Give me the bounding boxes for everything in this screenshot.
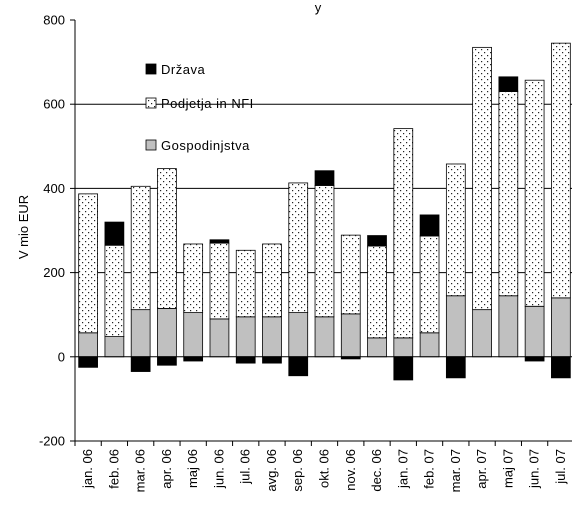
legend-swatch [145, 97, 157, 109]
bar-podjetja [419, 235, 440, 334]
bar-podjetja [445, 163, 466, 297]
x-tick-label: maj 06 [185, 449, 200, 488]
bar-drzava [393, 356, 414, 381]
bar-gospodinjstva [183, 312, 204, 358]
bar-drzava [262, 356, 282, 364]
bar-podjetja [262, 243, 282, 318]
y-axis-label: V mio EUR [16, 195, 31, 259]
y-tick-label: 400 [43, 181, 65, 196]
bar-podjetja [340, 234, 361, 315]
x-tick-label: sep. 06 [290, 449, 305, 492]
bar-podjetja [235, 249, 256, 318]
y-tick-label: 800 [43, 13, 65, 28]
x-tick-label: jul. 06 [238, 449, 253, 485]
bar-podjetja [472, 46, 492, 311]
bar-gospodinjstva [78, 332, 98, 358]
bar-drzava [209, 239, 230, 244]
bar-gospodinjstva [445, 295, 466, 358]
x-tick-label: jul. 07 [553, 449, 568, 485]
bar-gospodinjstva [157, 307, 177, 358]
x-tick-label: nov. 06 [343, 449, 358, 491]
x-tick-label: okt. 06 [317, 449, 332, 488]
axes [74, 20, 572, 442]
x-tick-label: apr. 07 [474, 449, 489, 489]
bar-drzava [551, 356, 571, 379]
bar-gospodinjstva [524, 305, 545, 358]
legend-label: Gospodinjstva [161, 138, 250, 153]
y-tick-label: -200 [39, 434, 65, 449]
bar-podjetja [498, 91, 519, 297]
bar-gospodinjstva [288, 312, 309, 358]
x-tick-label: mar. 06 [133, 449, 148, 492]
x-tick-label: avg. 06 [264, 449, 279, 492]
bar-drzava [157, 356, 177, 366]
y-tick-label: 600 [43, 97, 65, 112]
x-tick-label: jun. 06 [211, 449, 226, 489]
bar-podjetja [183, 243, 204, 313]
x-tick-labels: jan. 06 feb. 06 mar. 06 apr. 06 maj 06 jun. 0… [74, 441, 568, 492]
x-tick-label: feb. 06 [106, 449, 121, 489]
bar-gospodinjstva [209, 318, 230, 358]
chart-title: y [315, 0, 322, 15]
legend-swatch [145, 139, 157, 151]
bar-podjetja [78, 193, 98, 334]
bar-drzava [419, 214, 440, 237]
bar-drzava [235, 356, 256, 364]
y-tick-labels: -200 0 200 400 600 800 [39, 13, 75, 449]
bar-drzava [130, 356, 151, 372]
legend: Država Podjetja in NFI Gospodinjstva [145, 62, 254, 153]
bar-podjetja [551, 42, 571, 299]
bar-gospodinjstva [235, 316, 256, 358]
y-tick-label: 200 [43, 265, 65, 280]
bar-podjetja [157, 168, 177, 309]
legend-label: Podjetja in NFI [161, 96, 254, 111]
bar-drzava [314, 170, 335, 186]
bar-drzava [288, 356, 309, 377]
bars [78, 42, 571, 381]
x-tick-label: apr. 06 [159, 449, 174, 489]
bar-gospodinjstva [104, 336, 125, 358]
bar-podjetja [367, 245, 387, 339]
x-tick-label: jun. 07 [527, 449, 542, 489]
x-tick-label: maj 07 [500, 449, 515, 488]
bar-gospodinjstva [472, 309, 492, 358]
bar-gospodinjstva [393, 337, 414, 358]
x-tick-label: feb. 07 [422, 449, 437, 489]
bar-drzava [104, 221, 125, 246]
bar-gospodinjstva [419, 332, 440, 358]
bar-podjetja [524, 79, 545, 307]
bar-gospodinjstva [498, 295, 519, 358]
bar-podjetja [104, 244, 125, 337]
bar-podjetja [288, 182, 309, 313]
bar-podjetja [393, 128, 414, 339]
x-tick-label: dec. 06 [369, 449, 384, 492]
bar-drzava [498, 76, 519, 92]
bar-gospodinjstva [314, 316, 335, 358]
bar-gospodinjstva [551, 297, 571, 358]
bar-podjetja [209, 242, 230, 320]
bar-gospodinjstva [130, 309, 151, 358]
bar-gospodinjstva [262, 316, 282, 358]
bar-drzava [445, 356, 466, 379]
x-tick-label: mar. 07 [448, 449, 463, 492]
bar-podjetja [314, 185, 335, 318]
bar-drzava [78, 356, 98, 368]
x-tick-label: jan. 06 [80, 449, 95, 489]
bar-drzava [367, 235, 387, 247]
bar-drzava [183, 356, 204, 362]
x-tick-label: jan. 07 [395, 449, 410, 489]
bar-drzava [524, 356, 545, 362]
bar-podjetja [130, 185, 151, 311]
bar-gospodinjstva [367, 337, 387, 358]
bar-gospodinjstva [340, 313, 361, 358]
legend-label: Država [161, 62, 205, 77]
y-tick-label: 0 [58, 349, 65, 364]
legend-swatch [145, 63, 157, 75]
